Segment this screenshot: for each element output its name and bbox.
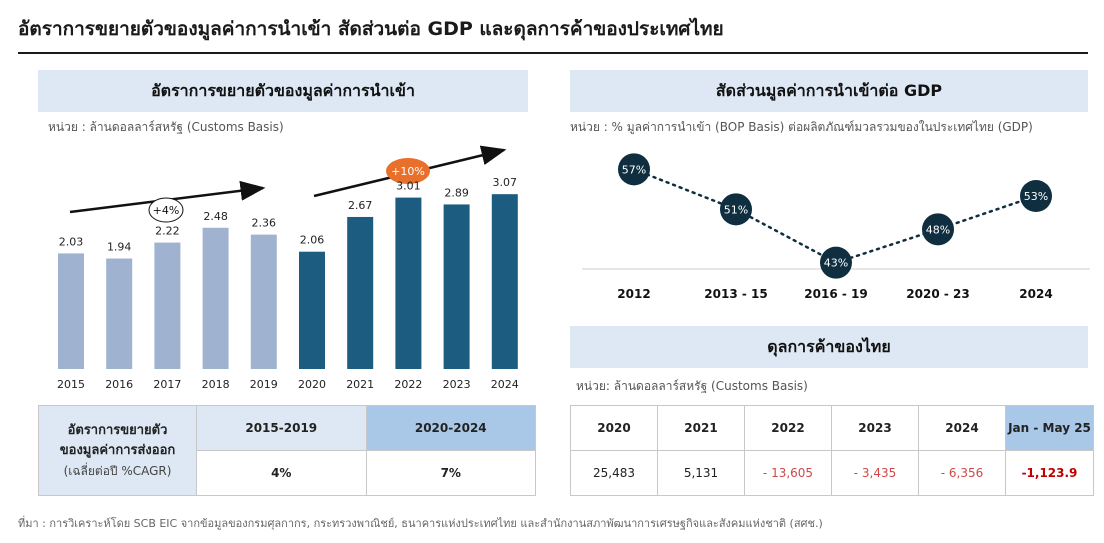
bar-category-label-2022: 2022 (394, 378, 422, 391)
cagr-header-2020-2024: 2020-2024 (365, 405, 536, 451)
category-label-2012: 2012 (617, 287, 650, 301)
title-divider (18, 52, 1088, 54)
bar-2021 (347, 216, 374, 369)
import-gdp-chart: 57% 2012 51% 2013 - 15 43% 2016 - 19 48% 2020 -… (582, 153, 1090, 301)
tb-value-2021: 5,131 (657, 450, 745, 496)
import-growth-unit: หน่วย : ล้านดอลลาร์สหรัฐ (Customs Basis) (48, 120, 284, 134)
point-label-2024: 53% (1024, 190, 1048, 203)
cagr-value-2020-2024: 7% (365, 450, 536, 496)
annotation-plus4: +4% (153, 204, 180, 217)
tb-value-2024: - 6,356 (918, 450, 1006, 496)
point-label-2012: 57% (622, 163, 646, 176)
tb-header-jan-may-25: Jan - May 25 (1005, 405, 1094, 451)
badge-plus4 (148, 197, 184, 223)
cagr-label-line2: ของมูลค่าการส่งออก (59, 442, 176, 458)
bar-2022 (395, 197, 422, 369)
import-growth-header: อัตราการขยายตัวของมูลค่าการนำเข้า (38, 70, 528, 112)
bar-2015 (58, 253, 84, 369)
bar-value-label-2018: 2.48 (203, 210, 228, 223)
bar-category-label-2023: 2023 (443, 378, 471, 391)
point-2012 (618, 153, 650, 186)
bar-2024 (491, 194, 518, 369)
point-2020-23 (922, 213, 954, 246)
bar-value-label-2016: 1.94 (107, 241, 132, 254)
cagr-label-line3: (เฉลี่ยต่อปี %CAGR) (63, 463, 172, 478)
badge-plus10 (386, 158, 430, 184)
bar-value-label-2022: 3.01 (396, 180, 421, 193)
tb-header-2021: 2021 (657, 405, 745, 451)
tb-value-2022: - 13,605 (744, 450, 832, 496)
bar-2023 (443, 204, 470, 369)
bar-value-label-2024: 3.07 (493, 176, 518, 189)
cagr-table: อัตราการขยายตัว ของมูลค่าการส่งออก (เฉลี… (38, 405, 536, 496)
bar-value-label-2015: 2.03 (59, 235, 84, 248)
import-gdp-unit: หน่วย : % มูลค่าการนำเข้า (BOP Basis) ต่… (570, 120, 1033, 134)
tb-value-jan-may-25: -1,123.9 (1005, 450, 1094, 496)
import-growth-title: อัตราการขยายตัวของมูลค่าการนำเข้า (151, 80, 415, 100)
cagr-label-line1: อัตราการขยายตัว (67, 422, 168, 438)
bar-category-label-2020: 2020 (298, 378, 326, 391)
bar-2020 (299, 251, 325, 369)
tb-header-2024: 2024 (918, 405, 1006, 451)
bar-2016 (106, 258, 133, 369)
trade-balance-table: 2020 2021 2022 2023 2024 Jan - May 25 25… (570, 405, 1094, 496)
import-gdp-header: สัดส่วนมูลค่าการนำเข้าต่อ GDP (570, 70, 1088, 112)
cagr-value-2015-2019: 4% (196, 450, 367, 496)
category-label-2016-19: 2016 - 19 (804, 287, 867, 301)
tb-header-2023: 2023 (831, 405, 919, 451)
bar-category-label-2018: 2018 (202, 378, 230, 391)
tb-header-2022: 2022 (744, 405, 832, 451)
category-label-2024: 2024 (1019, 287, 1052, 301)
bar-value-label-2019: 2.36 (252, 217, 276, 230)
bar-category-label-2015: 2015 (57, 378, 85, 391)
bar-category-label-2024: 2024 (491, 378, 519, 391)
tb-header-2020: 2020 (570, 405, 658, 451)
annotation-plus10: +10% (391, 165, 425, 178)
trade-balance-unit: หน่วย: ล้านดอลลาร์สหรัฐ (Customs Basis) (576, 379, 808, 393)
bar-value-label-2023: 2.89 (444, 186, 469, 199)
bar-2019 (250, 234, 277, 369)
point-label-2020-23: 48% (926, 223, 950, 236)
point-2024 (1020, 180, 1052, 212)
bar-value-label-2021: 2.67 (348, 199, 373, 212)
bar-category-label-2016: 2016 (105, 378, 133, 391)
bar-category-label-2019: 2019 (250, 378, 278, 391)
tb-value-2023: - 3,435 (831, 450, 919, 496)
bar-2017 (154, 242, 181, 369)
import-growth-chart: +4% +10% 2.03 2015 1.94 2016 2.22 2017 2.48 201… (57, 145, 519, 391)
point-label-2013-15: 51% (724, 203, 748, 216)
tb-value-2020: 25,483 (570, 450, 658, 496)
point-2016-19 (820, 246, 852, 279)
bar-value-label-2017: 2.22 (155, 225, 180, 238)
import-gdp-title: สัดส่วนมูลค่าการนำเข้าต่อ GDP (715, 80, 943, 100)
cagr-label-cell: อัตราการขยายตัว ของมูลค่าการส่งออก (เฉลี… (38, 405, 197, 496)
trade-balance-title: ดุลการค้าของไทย (767, 336, 891, 356)
cagr-header-2015-2019: 2015-2019 (196, 405, 367, 451)
bar-value-label-2020: 2.06 (300, 234, 325, 247)
page-title: อัตราการขยายตัวของมูลค่าการนำเข้า สัดส่ว… (18, 18, 724, 40)
bar-category-label-2017: 2017 (153, 378, 181, 391)
bar-category-label-2021: 2021 (346, 378, 374, 391)
trade-balance-header: ดุลการค้าของไทย (570, 326, 1088, 368)
category-label-2013-15: 2013 - 15 (704, 287, 767, 301)
source-note: ที่มา : การวิเคราะห์โดย SCB EIC จากข้อมู… (18, 517, 823, 530)
point-label-2016-19: 43% (824, 257, 848, 270)
point-2013-15 (720, 193, 752, 226)
category-label-2020-23: 2020 - 23 (906, 287, 969, 301)
bar-2018 (202, 227, 229, 369)
